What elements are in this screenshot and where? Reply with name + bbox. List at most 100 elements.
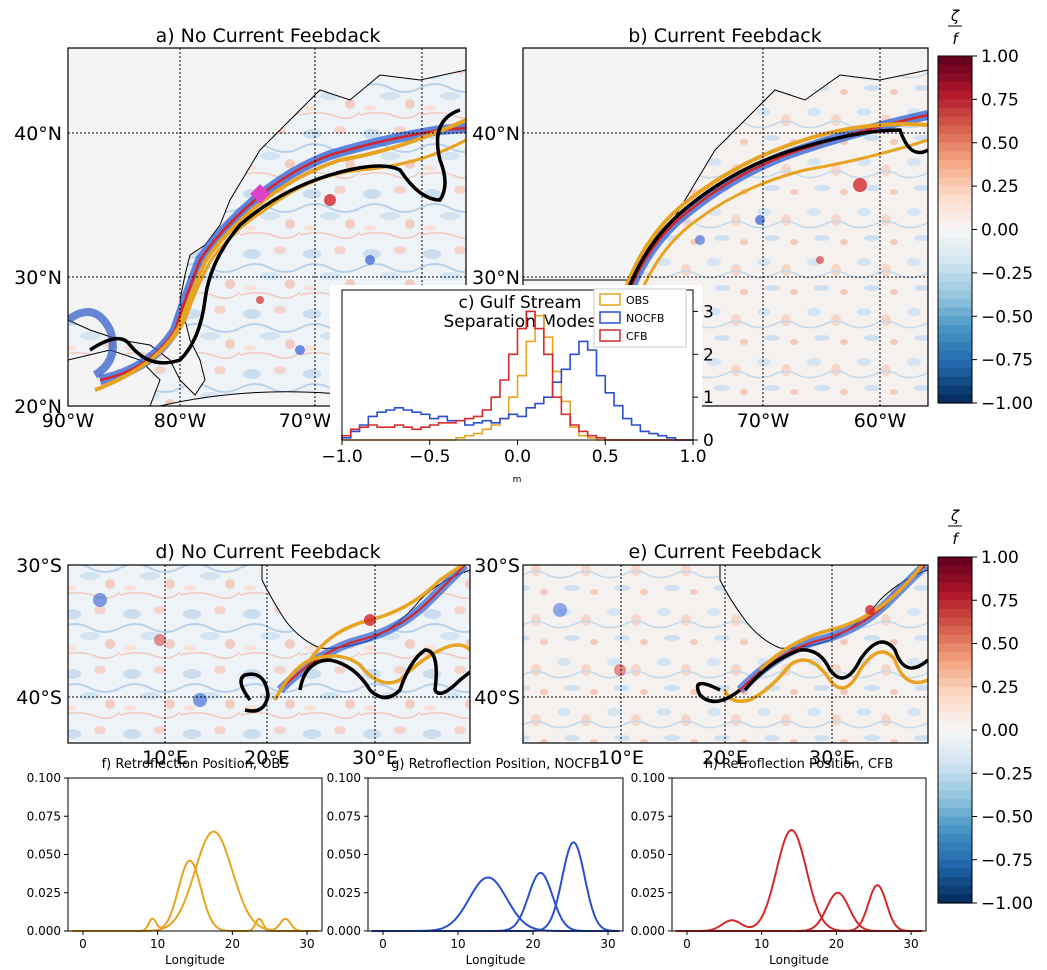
colorbar-segment xyxy=(938,264,972,274)
density-plot-g-curve xyxy=(371,841,620,932)
colorbar-tick-label: 0.25 xyxy=(981,177,1019,197)
map-e-obs-path xyxy=(723,565,928,703)
map-d-lon-label: 20°E xyxy=(244,747,290,769)
map-b-lat-label: 30°N xyxy=(472,267,520,289)
colorbar-segment xyxy=(938,90,972,100)
density-plot-g-xlabel: Longitude xyxy=(466,953,526,967)
legend-label-nocfb: NOCFB xyxy=(626,312,664,325)
density-plot-g-ytick-label: 0.025 xyxy=(327,886,361,900)
colorbar-segment xyxy=(938,272,972,283)
colorbar-segment xyxy=(938,168,972,179)
colorbar-segment xyxy=(938,868,972,878)
colorbar-segment xyxy=(938,695,972,705)
histogram-c-xlabel: m xyxy=(513,475,522,485)
map-a-land xyxy=(68,48,466,396)
colorbar-segment xyxy=(938,99,972,109)
legend-label-obs: OBS xyxy=(626,294,649,307)
colorbar-segment xyxy=(938,574,972,584)
colorbar-segment xyxy=(938,333,972,343)
map-e-model-path xyxy=(695,640,928,704)
histogram-c-xtick-label: 1.0 xyxy=(679,447,706,467)
density-plot-f-ytick-label: 0.025 xyxy=(27,886,61,900)
colorbar-segment xyxy=(938,220,972,231)
map-a-frame xyxy=(67,47,467,407)
colorbar-segment xyxy=(938,160,972,170)
colorbar-tick-label: 1.00 xyxy=(981,47,1019,67)
colorbar-segment xyxy=(938,151,972,161)
colorbar-segment xyxy=(938,885,972,895)
map-a-lat-label: 40°N xyxy=(14,123,62,145)
colorbar-tick-label: 0.50 xyxy=(981,635,1019,655)
colorbar-segment xyxy=(938,246,972,257)
histogram-c-xtick-label: 0.0 xyxy=(504,447,531,467)
colorbar-top-label-zeta: ζ xyxy=(950,7,960,25)
colorbar-tick-label: 0.00 xyxy=(981,721,1019,741)
colorbar-segment xyxy=(938,634,972,645)
colorbar-segment xyxy=(938,755,972,766)
map-e: e) Current Feebdack 30°S 40°S 10°E 20°E … xyxy=(474,541,929,769)
density-plot-f-xtick-label: 30 xyxy=(299,937,314,951)
colorbar-tick-label: 1.00 xyxy=(981,548,1019,568)
density-plot-g: g) Retroflection Position, NOCFB 0 10 20 30 0… xyxy=(327,757,624,967)
colorbar-segment xyxy=(938,773,972,783)
colorbar-tick-label: 0.75 xyxy=(981,90,1019,110)
colorbar-segment xyxy=(938,316,972,326)
legend-label-cfb: CFB xyxy=(626,330,648,343)
density-plot-g-xtick-label: 0 xyxy=(379,937,387,951)
colorbar-segment xyxy=(938,660,972,671)
density-plot-f-curve xyxy=(71,830,319,932)
map-d-model-path xyxy=(239,648,470,713)
colorbar-tick-label: 0.75 xyxy=(981,591,1019,611)
colorbar-segment xyxy=(938,342,972,352)
colorbar-segment xyxy=(938,816,972,826)
colorbar-segment xyxy=(938,600,972,610)
colorbar-bottom-label-f: f xyxy=(952,530,960,548)
colorbar-segment xyxy=(938,350,972,361)
density-plot-f-xtick-label: 10 xyxy=(150,937,165,951)
map-b-lat-label: 40°N xyxy=(472,123,520,145)
colorbar-segment xyxy=(938,608,972,619)
map-a-lat-label: 30°N xyxy=(14,267,62,289)
map-d-lon-label: 30°E xyxy=(352,747,398,769)
density-plot-f-xtick-label: 20 xyxy=(225,937,240,951)
colorbar-tick-label: −0.25 xyxy=(981,764,1033,784)
density-plot-f-ytick-label: 0.000 xyxy=(27,924,61,938)
colorbar-top-label-f: f xyxy=(952,30,960,48)
density-plot-f-ytick-label: 0.050 xyxy=(27,848,61,862)
colorbar-segment xyxy=(938,764,972,774)
histogram-c-legend: OBS NOCFB CFB xyxy=(593,288,687,348)
colorbar-segment xyxy=(938,790,972,800)
map-d-lon-label: 10°E xyxy=(142,747,188,769)
map-d-obs-path xyxy=(273,565,470,701)
density-plot-h-ytick-label: 0.100 xyxy=(631,771,665,785)
colorbar-segment xyxy=(938,359,972,369)
colorbar-segment xyxy=(938,738,972,748)
map-a-model-path xyxy=(89,108,461,365)
colorbar-segment xyxy=(938,704,972,714)
colorbar-segment xyxy=(938,298,972,309)
histogram-c-xtick-label: 0.5 xyxy=(592,447,619,467)
colorbar-segment xyxy=(938,108,972,118)
colorbar-segment xyxy=(938,116,972,126)
colorbar-segment xyxy=(938,290,972,300)
map-d-lat-label: 40°S xyxy=(16,687,62,709)
density-plot-h-xlabel: Longitude xyxy=(769,953,829,967)
colorbar-segment xyxy=(938,385,972,395)
colorbar-segment xyxy=(938,238,972,248)
colorbar-segment xyxy=(938,833,972,844)
map-b-obs-path-2 xyxy=(638,138,928,296)
colorbar-segment xyxy=(938,652,972,662)
colorbar-tick-label: −0.75 xyxy=(981,851,1033,871)
density-plot-g-ytick-label: 0.100 xyxy=(327,771,361,785)
density-plot-h-xtick-label: 20 xyxy=(829,937,844,951)
density-plot-g-ytick-label: 0.075 xyxy=(327,809,361,823)
map-e-frame xyxy=(522,564,929,744)
map-b-lon-label: 60°W xyxy=(854,410,907,432)
colorbar-segment xyxy=(938,142,972,153)
colorbar-segment xyxy=(938,712,972,722)
density-plot-h: h) Retroflection Position, CFB 0 10 20 30 0.0… xyxy=(631,757,927,967)
colorbar-segment xyxy=(938,56,972,66)
colorbar-segment xyxy=(938,669,972,679)
colorbar-tick-label: −1.00 xyxy=(981,894,1033,914)
density-plot-f: f) Retroflection Position, OBS 0 10 20 30 0.0… xyxy=(27,757,323,967)
